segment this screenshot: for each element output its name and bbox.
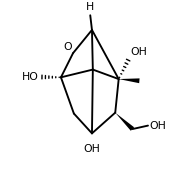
Text: OH: OH: [150, 121, 167, 131]
Polygon shape: [115, 113, 134, 131]
Text: OH: OH: [131, 47, 148, 57]
Text: H: H: [86, 2, 94, 12]
Text: O: O: [63, 42, 72, 52]
Polygon shape: [119, 78, 140, 83]
Text: HO: HO: [22, 72, 39, 82]
Text: OH: OH: [83, 144, 100, 154]
